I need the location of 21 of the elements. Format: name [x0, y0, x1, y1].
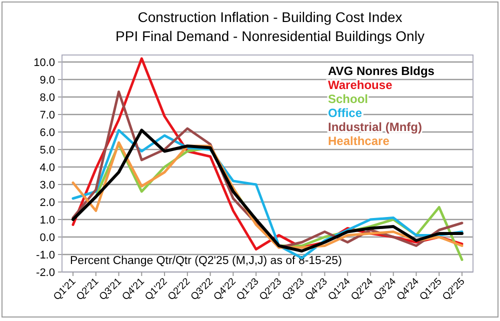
y-tick-label: -1.0 — [36, 250, 55, 262]
y-tick-label: 9.0 — [40, 74, 55, 86]
y-tick-label: 2.0 — [40, 197, 55, 209]
annotation: Percent Change Qtr/Qtr (Q2'25 (M,J,J) as of 8-15-25) — [70, 255, 342, 267]
y-tick-label: 5.0 — [40, 144, 55, 156]
text: Healthcare — [328, 134, 390, 148]
y-tick-label: 4.0 — [40, 162, 55, 174]
y-tick-label: -2.0 — [36, 267, 55, 279]
y-tick-label: 0.0 — [40, 232, 55, 244]
chart-subtitle: PPI Final Demand - Nonresidential Buildings Only — [116, 28, 424, 44]
text: AVG Nonres Bldgs — [328, 64, 435, 78]
y-tick-label: 8.0 — [40, 92, 55, 104]
y-tick-label: 3.0 — [40, 180, 55, 192]
y-tick-label: 7.0 — [40, 110, 55, 122]
text: Office — [328, 106, 362, 120]
y-tick-label: 1.0 — [40, 214, 55, 226]
chart-title: Construction Inflation - Building Cost Index — [138, 9, 402, 25]
text: Industrial (Mnfg) — [328, 120, 422, 134]
text: Warehouse — [328, 78, 393, 92]
y-tick-label: 6.0 — [40, 127, 55, 139]
y-tick-label: 10.0 — [34, 57, 55, 69]
